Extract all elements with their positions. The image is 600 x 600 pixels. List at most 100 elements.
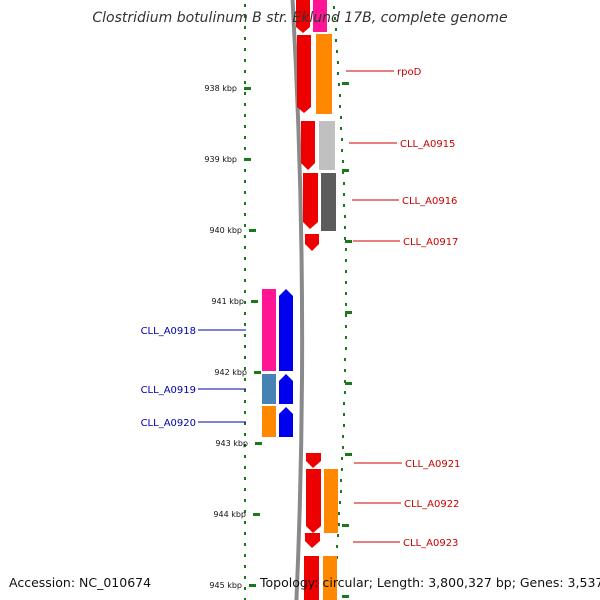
ring-dot [344,369,346,372]
gene-red [305,533,320,548]
ring-dot [345,325,347,328]
ruler-tick-label: 941 kbp [211,297,244,306]
ring-dot [342,171,344,174]
ruler-tick-label: 938 kbp [204,84,237,93]
ring-dot [345,281,347,284]
outer-ring-tick [342,82,349,85]
ruler-tick [244,87,251,90]
ring-dot [244,477,246,480]
outer-ring-tick [345,240,352,243]
dotted-rings [244,4,347,600]
ring-dot [244,147,246,150]
ring-dot [244,499,246,502]
ring-dot [341,468,343,471]
ring-dot [340,116,342,119]
ring-dot [244,411,246,414]
ring-dot [339,501,341,504]
gene-label: CLL_A0919 [141,385,196,396]
ring-dot [337,534,339,537]
genome-info-text: Topology: circular; Length: 3,800,327 bp… [260,575,600,590]
ruler-tick-label: 939 kbp [204,155,237,164]
gene-label: CLL_A0921 [405,459,460,470]
reverse-track [262,289,293,437]
ring-dot [244,356,246,359]
gene-label: CLL_A0922 [404,499,459,510]
ring-dot [343,424,345,427]
ring-dot [341,457,343,460]
ring-dot [244,246,246,249]
ruler-tick [244,158,251,161]
gene-labels: rpoD CLL_A0915 CLL_A0916 CLL_A0917 CLL_A0918… [141,67,461,549]
backbone-arc-line [290,0,305,600]
ring-dot [344,358,346,361]
ruler-tick-label: 942 kbp [214,368,247,377]
ring-dot [244,554,246,557]
ring-dot [342,446,344,449]
outer-ring-tick [342,169,349,172]
ring-dot [335,39,337,42]
gene-red [297,35,311,113]
ring-dot [244,400,246,403]
ring-dot [244,125,246,128]
ring-dot [343,193,345,196]
ring-dot [343,182,345,185]
ring-dot [244,598,246,600]
ring-dot [244,422,246,425]
ring-dot [345,347,347,350]
ring-dot [338,83,340,86]
ring-dot [336,545,338,548]
ring-dot [244,268,246,271]
ring-dot [343,204,345,207]
ring-dot [344,226,346,229]
ring-dot [244,334,246,337]
ring-dot [244,521,246,524]
ring-dot [244,532,246,535]
outer-ring-tick [345,311,352,314]
gene-label: CLL_A0916 [402,196,457,207]
ring-dot [244,213,246,216]
ring-dot [336,50,338,53]
ruler: 938 kbp 939 kbp 940 kbp 941 kbp 942 kbp 943 k… [204,82,352,598]
ring-dot [244,455,246,458]
ring-dot [244,510,246,513]
gene-label: CLL_A0917 [403,237,458,248]
ring-dot [244,15,246,18]
ring-dot [344,215,346,218]
ring-dot [343,402,345,405]
ring-dot [244,92,246,95]
ring-dot [333,6,335,9]
gene-label: CLL_A0920 [141,418,196,429]
ring-dot [341,149,343,152]
ruler-tick [255,442,262,445]
ring-dot [244,389,246,392]
ring-dot [344,380,346,383]
ring-dot [343,413,345,416]
gene-red [296,0,310,33]
ring-dot [244,301,246,304]
gene-magenta [262,289,276,371]
ring-dot [345,314,347,317]
ring-dot [344,237,346,240]
ring-dot [244,48,246,51]
ring-dot [345,248,347,251]
ring-dot [345,303,347,306]
gene-orange [316,34,332,114]
ring-dot [244,290,246,293]
ring-dot [244,279,246,282]
gene-label: CLL_A0923 [403,538,458,549]
gene-dark-gray [321,173,336,231]
ring-dot [345,259,347,262]
ring-dot [244,323,246,326]
ring-dot [244,466,246,469]
ring-dot [335,28,337,31]
ring-dot [244,136,246,139]
ring-dot [340,479,342,482]
ring-dot [244,488,246,491]
ring-dot [244,576,246,579]
ring-dot [342,435,344,438]
ring-dot [338,523,340,526]
gene-steel-blue [262,374,276,404]
ring-dot [340,490,342,493]
ring-dot [244,257,246,260]
ring-dot [345,270,347,273]
